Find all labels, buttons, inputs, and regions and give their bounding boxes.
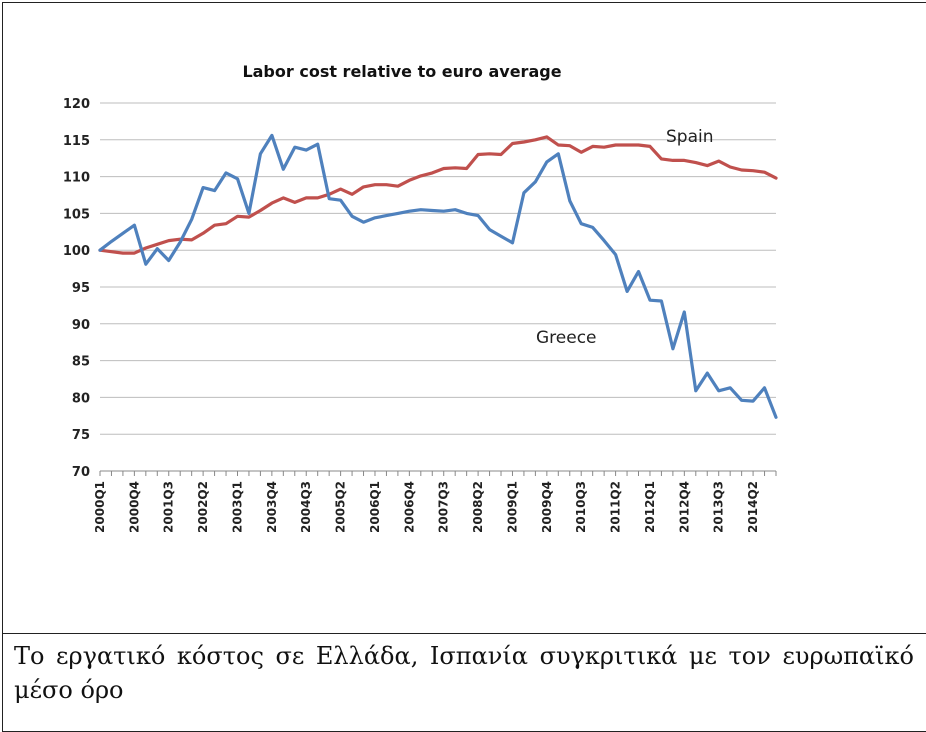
x-tick-label: 2010Q3: [574, 481, 588, 533]
chart-title: Labor cost relative to euro average: [242, 62, 561, 81]
figure-caption: Το εργατικό κόστος σε Ελλάδα, Ισπανία συ…: [14, 642, 914, 704]
x-tick-label: 2011Q2: [609, 481, 623, 533]
y-tick-label: 80: [72, 391, 90, 406]
x-tick-label: 2002Q2: [196, 481, 210, 533]
y-tick-label: 110: [63, 171, 90, 186]
greece-label: Greece: [536, 328, 597, 348]
x-tick-label: 2003Q4: [265, 481, 279, 533]
x-tick-label: 2012Q4: [677, 481, 691, 533]
x-tick-label: 2004Q3: [299, 481, 313, 533]
line-chart: Labor cost relative to euro average 70 75…: [63, 62, 778, 533]
x-tick-label: 2003Q1: [230, 481, 244, 533]
y-tick-label: 115: [63, 134, 90, 149]
x-tick-label: 2007Q3: [437, 481, 451, 533]
x-tick-label: 2014Q2: [746, 481, 760, 533]
x-tick-label: 2009Q1: [505, 481, 519, 533]
x-tick-label: 2000Q1: [93, 481, 107, 533]
x-tick-label: 2012Q1: [643, 481, 657, 533]
y-tick-label: 95: [72, 281, 90, 296]
gridlines: [100, 102, 776, 472]
series-lines: [98, 133, 778, 419]
y-tick-label: 120: [63, 97, 90, 112]
y-tick-label: 85: [72, 355, 90, 370]
y-tick-label: 100: [63, 244, 90, 259]
spain-label: Spain: [666, 127, 714, 147]
y-tick-label: 75: [72, 428, 90, 443]
y-tick-label: 90: [72, 318, 90, 333]
y-tick-label: 70: [72, 465, 90, 480]
x-axis: 2000Q1 2000Q4 2001Q3 2002Q2 2003Q1 2003Q4 2004…: [93, 470, 777, 533]
x-tick-label: 2000Q4: [127, 481, 141, 533]
x-tick-label: 2001Q3: [162, 481, 176, 533]
series-line-greece: [98, 133, 778, 419]
caption-divider: [2, 633, 926, 634]
x-tick-label: 2009Q4: [540, 481, 554, 533]
x-tick-label: 2008Q2: [471, 481, 485, 533]
y-tick-label: 105: [63, 207, 90, 222]
x-tick-label: 2006Q1: [368, 481, 382, 533]
x-tick-label: 2005Q2: [334, 481, 348, 533]
x-tick-label: 2006Q4: [402, 481, 416, 533]
series-line-spain: [98, 135, 778, 255]
y-axis: 70 75 80 85 90 95 100 105 110 115 120: [63, 97, 90, 480]
x-tick-label: 2013Q3: [712, 481, 726, 533]
